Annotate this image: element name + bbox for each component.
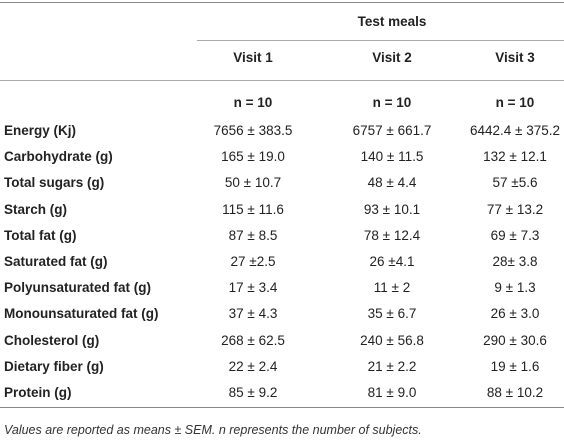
cell: 6442.4 ± 375.2: [470, 123, 560, 138]
cell: 81 ± 9.0: [367, 385, 417, 400]
cell: 26 ±4.1: [369, 254, 415, 269]
cell: 115 ± 11.6: [222, 201, 284, 217]
column-header: Visit 3: [495, 50, 535, 65]
row-label: Cholesterol (g): [4, 332, 100, 348]
cell: 78 ± 12.4: [363, 227, 421, 243]
cell: 9 ± 1.3: [494, 280, 536, 296]
n-cell: n = 10: [495, 95, 535, 110]
n-cell: n = 10: [233, 95, 273, 110]
cell: 26 ± 3.0: [490, 306, 540, 322]
header-rule: [0, 80, 564, 81]
row-label: Carbohydrate (g): [4, 149, 113, 165]
row-label: Protein (g): [4, 385, 72, 400]
cell: 268 ± 62.5: [221, 332, 285, 348]
cell: 19 ± 1.6: [490, 358, 540, 374]
cell: 165 ± 19.0: [221, 149, 285, 165]
cell: 28± 3.8: [492, 254, 538, 269]
row-label: Total fat (g): [4, 227, 77, 243]
cell: 57 ±5.6: [492, 175, 538, 191]
cell: 27 ±2.5: [230, 254, 276, 269]
cell: 240 ± 56.8: [360, 332, 424, 348]
row-label: Energy (Kj): [4, 123, 77, 138]
column-header: Visit 2: [372, 50, 412, 65]
cell: 6757 ± 661.7: [352, 123, 432, 138]
cell: 77 ± 13.2: [486, 201, 544, 217]
row-label: Polyunsaturated fat (g): [4, 280, 152, 296]
cell: 37 ± 4.3: [228, 306, 278, 322]
cell: 48 ± 4.4: [367, 175, 417, 191]
cell: 93 ± 10.1: [363, 201, 421, 217]
cell: 21 ± 2.2: [367, 358, 417, 374]
cell: 87 ± 8.5: [228, 227, 278, 243]
cell: 85 ± 9.2: [228, 385, 278, 400]
cell: 50 ± 10.7: [224, 175, 282, 191]
cell: 7656 ± 383.5: [213, 123, 293, 138]
row-label: Monounsaturated fat (g): [4, 306, 159, 322]
cell: 140 ± 11.5: [360, 149, 424, 165]
cell: 132 ± 12.1: [483, 149, 547, 165]
n-cell: n = 10: [372, 95, 412, 110]
row-label: Starch (g): [4, 201, 68, 217]
column-header: Visit 1: [233, 50, 273, 65]
row-label: Dietary fiber (g): [4, 358, 104, 374]
group-header: Test meals: [357, 14, 427, 29]
cell: 69 ± 7.3: [490, 227, 540, 243]
bottom-rule: [0, 407, 564, 408]
row-label: Total sugars (g): [4, 175, 105, 191]
footnote: Values are reported as means ± SEM. n re…: [4, 423, 422, 437]
group-rule: [197, 40, 564, 41]
top-rule: [0, 2, 564, 3]
row-label: Saturated fat (g): [4, 254, 108, 269]
cell: 290 ± 30.6: [483, 332, 547, 348]
cell: 11 ± 2: [373, 280, 411, 296]
cell: 22 ± 2.4: [228, 358, 278, 374]
cell: 35 ± 6.7: [367, 306, 417, 322]
cell: 17 ± 3.4: [228, 280, 278, 296]
cell: 88 ± 10.2: [486, 385, 544, 400]
